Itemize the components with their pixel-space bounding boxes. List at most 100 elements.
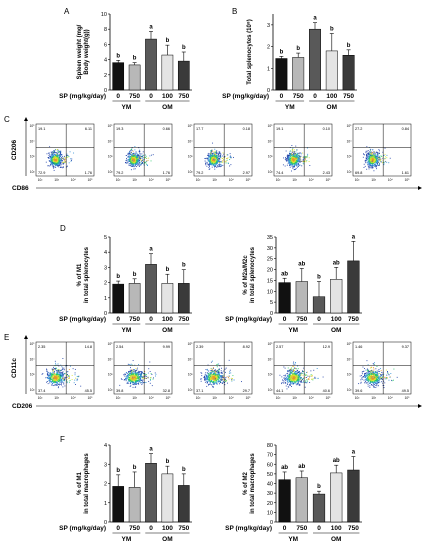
cell-dot	[126, 160, 127, 161]
cell-dot	[206, 162, 207, 163]
cell-dot	[285, 166, 286, 167]
sp-axis-label: SP (mg/kg/day)	[59, 93, 106, 100]
cell-dot	[133, 169, 134, 170]
cell-dot	[57, 165, 58, 166]
cell-dot	[287, 165, 288, 166]
quadrant-value-ul: 2.39	[196, 345, 203, 349]
cell-dot	[216, 150, 217, 151]
y-axis-tick-label: 10³	[268, 155, 273, 159]
cell-dot	[132, 369, 133, 370]
cell-dot	[290, 163, 291, 164]
cell-dot	[75, 369, 76, 370]
cell-dot	[207, 369, 208, 370]
cell-dot	[59, 378, 60, 379]
significance-letter: ab	[333, 260, 340, 266]
cell-dot	[290, 159, 291, 160]
bar	[162, 474, 173, 522]
cell-dot	[210, 157, 211, 158]
cell-dot	[283, 367, 284, 368]
cell-dot	[61, 167, 62, 168]
cell-dot	[62, 372, 63, 373]
cell-dot	[219, 152, 220, 153]
cell-dot	[294, 370, 295, 371]
cell-dot	[368, 154, 369, 155]
cell-dot	[139, 166, 140, 167]
cell-dot	[291, 386, 292, 387]
cell-dot	[298, 368, 299, 369]
y-axis-tick-label: 10⁵	[347, 124, 353, 128]
cell-dot	[63, 166, 64, 167]
cell-dot	[148, 377, 149, 378]
cell-dot	[75, 374, 76, 375]
cell-dot	[135, 386, 136, 387]
cell-dot	[212, 161, 213, 162]
cell-dot	[292, 150, 293, 151]
cell-dot	[294, 154, 295, 155]
cell-dot	[292, 168, 293, 169]
cell-dot	[216, 383, 217, 384]
y-axis-label: % of M2	[243, 472, 249, 495]
cell-dot	[146, 378, 147, 379]
cell-dot	[51, 152, 52, 153]
x-axis-tick-label: 10²	[38, 178, 43, 182]
quadrant-value-ll: 37.1	[196, 389, 203, 393]
x-axis-tick-label: 10³	[371, 178, 376, 182]
cell-dot	[134, 154, 135, 155]
cell-dot	[66, 157, 67, 158]
cell-dot	[289, 158, 290, 159]
cell-dot	[296, 161, 297, 162]
significance-letter: a	[149, 447, 153, 453]
cell-dot	[285, 368, 286, 369]
x-axis-tick-label: 10²	[116, 178, 121, 182]
cell-dot	[136, 384, 137, 385]
significance-letter: b	[296, 46, 300, 52]
cell-dot	[54, 368, 55, 369]
cell-dot	[219, 375, 220, 376]
cell-dot	[225, 372, 226, 373]
cell-dot	[216, 163, 217, 164]
cell-dot	[285, 159, 286, 160]
cell-dot	[55, 363, 56, 364]
cell-dot	[49, 156, 50, 157]
cell-dot	[215, 369, 216, 370]
cell-dot	[373, 162, 374, 163]
cell-dot	[379, 150, 380, 151]
x-axis-tick-label: 10³	[54, 178, 59, 182]
cell-dot	[68, 375, 69, 376]
cell-dot	[53, 371, 54, 372]
cell-dot	[201, 372, 202, 373]
cell-dot	[51, 157, 52, 158]
cell-dot	[378, 159, 379, 160]
cell-dot	[69, 162, 70, 163]
cell-dot	[377, 163, 378, 164]
y-tick-label: 1	[267, 66, 270, 72]
cell-dot	[137, 380, 138, 381]
cell-dot	[367, 164, 368, 165]
cell-dot	[134, 378, 135, 379]
cell-dot	[54, 170, 55, 171]
cell-dot	[290, 160, 291, 161]
x-axis-tick-label: 10³	[212, 178, 217, 182]
y-tick-label: 4	[104, 250, 107, 256]
cell-dot	[290, 156, 291, 157]
cell-dot	[126, 163, 127, 164]
cell-dot	[140, 159, 141, 160]
cell-dot	[136, 380, 137, 381]
cell-dot	[374, 154, 375, 155]
cell-dot	[213, 164, 214, 165]
cell-dot	[55, 379, 56, 380]
cell-dot	[227, 376, 228, 377]
cell-dot	[289, 162, 290, 163]
cell-dot	[216, 153, 217, 154]
cell-dot	[131, 152, 132, 153]
x-axis-tick-label: 10²	[355, 178, 360, 182]
cell-dot	[299, 161, 300, 162]
cell-dot	[300, 160, 301, 161]
cell-dot	[133, 382, 134, 383]
cell-dot	[225, 379, 226, 380]
cell-dot	[368, 158, 369, 159]
cell-dot	[59, 159, 60, 160]
cell-dot	[58, 379, 59, 380]
cell-dot	[297, 384, 298, 385]
